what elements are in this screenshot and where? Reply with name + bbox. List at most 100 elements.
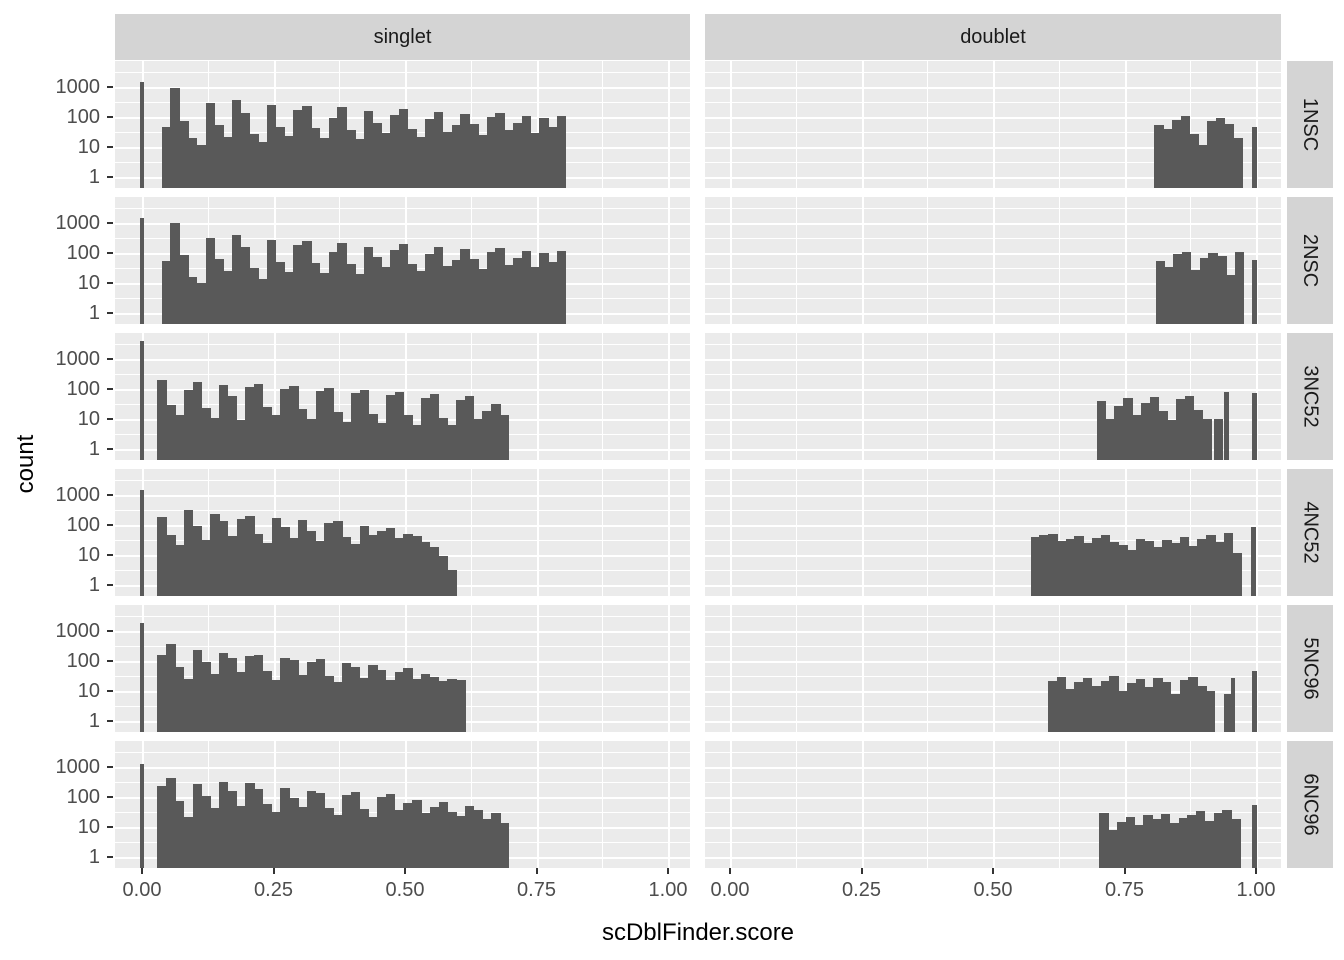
histogram-bar [451, 259, 461, 324]
histogram-bar [530, 132, 540, 188]
gridline-major-v [1124, 333, 1127, 460]
histogram-bar [157, 786, 167, 868]
y-tick-mark [107, 630, 113, 633]
histogram-bar [1213, 812, 1224, 868]
histogram-bar [210, 514, 220, 596]
gridline-minor-v [795, 741, 797, 868]
histogram-bar [254, 384, 264, 460]
histogram-bar [311, 128, 321, 188]
gridline-minor-h [115, 782, 690, 784]
gridline-minor-v [602, 197, 604, 324]
histogram-bar [1252, 804, 1257, 868]
histogram-bar [201, 407, 211, 460]
histogram-bar [1224, 123, 1234, 188]
gridline-major-v [405, 469, 407, 596]
histogram-bar [390, 115, 400, 188]
histogram-bar [1143, 815, 1153, 868]
histogram-bar [1108, 829, 1118, 868]
gridline-minor-v [1058, 469, 1060, 596]
gridline-minor-v [927, 605, 929, 732]
panel-3NC52-singlet [115, 333, 690, 460]
histogram-bar [139, 81, 145, 188]
y-tick-label: 10 [77, 271, 100, 294]
gridline-major-v [861, 741, 864, 868]
histogram-bar [460, 249, 470, 324]
histogram-bar [188, 137, 198, 188]
histogram-bar [166, 404, 176, 460]
gridline-major-v [668, 469, 670, 596]
histogram-bar [218, 782, 229, 868]
gridline-major-h [115, 767, 690, 770]
panel-6NC96-singlet [115, 741, 690, 868]
gridline-major-v [861, 469, 864, 596]
histogram-bar [183, 509, 194, 596]
x-axis-title: scDblFinder.score [601, 919, 795, 946]
y-tick-mark [107, 583, 113, 586]
histogram-bar [183, 389, 194, 460]
histogram-bar [1100, 680, 1110, 732]
histogram-bar [201, 796, 211, 868]
x-tick-label: 1.00 [1236, 879, 1276, 901]
row-strip-label: 2NSC [1299, 233, 1322, 288]
gridline-major-v [1256, 61, 1258, 188]
histogram-bar [245, 783, 255, 868]
histogram-bar [394, 672, 405, 732]
histogram-bar [429, 546, 440, 596]
histogram-bar [1179, 536, 1190, 596]
histogram-bar [1135, 679, 1146, 732]
gridline-minor-v [795, 469, 797, 596]
histogram-bar [315, 659, 325, 732]
histogram-bar [227, 791, 238, 868]
histogram-bar [166, 644, 176, 732]
histogram-bar [196, 282, 207, 324]
histogram-bar [1196, 810, 1206, 868]
gridline-minor-v [795, 333, 797, 460]
histogram-bar [210, 673, 220, 732]
histogram-bar [302, 241, 312, 324]
gridline-major-h [115, 495, 690, 498]
histogram-bar [1153, 677, 1163, 732]
histogram-bar [1197, 538, 1207, 596]
y-tick-label: 100 [66, 106, 100, 129]
histogram-bar [175, 544, 185, 596]
histogram-bar [218, 385, 229, 460]
gridline-minor-h [115, 238, 690, 240]
histogram-bar [245, 515, 255, 596]
histogram-bar [166, 778, 176, 868]
gridline-major-h [115, 631, 690, 634]
histogram-bar [1222, 809, 1232, 868]
y-tick-mark [107, 145, 113, 148]
gridline-minor-v [602, 469, 604, 596]
histogram-bar [289, 797, 299, 868]
histogram-bar [183, 816, 194, 868]
histogram-bar [196, 144, 207, 188]
row-strip-label: 6NC96 [1299, 773, 1322, 836]
histogram-bar [394, 537, 405, 596]
histogram-bar [403, 415, 413, 460]
histogram-bar [464, 396, 475, 460]
histogram-bar [363, 246, 374, 324]
gridline-major-v [273, 605, 276, 732]
histogram-bar [1234, 251, 1245, 324]
y-tick-mark [107, 252, 113, 255]
histogram-bar [1184, 395, 1195, 460]
histogram-bar [421, 541, 431, 596]
column-strip-label: singlet [373, 25, 432, 48]
histogram-bar [1167, 420, 1177, 460]
histogram-bar [504, 264, 514, 324]
histogram-bar [433, 111, 444, 188]
gridline-minor-v [207, 469, 209, 596]
histogram-bar [302, 106, 312, 188]
histogram-bar [442, 266, 453, 324]
gridline-minor-v [795, 61, 797, 188]
histogram-bar [482, 818, 492, 868]
histogram-bar [1197, 685, 1207, 732]
gridline-major-v [861, 605, 864, 732]
histogram-bar [1198, 144, 1208, 188]
histogram-bar [469, 259, 479, 324]
histogram-bar [166, 534, 176, 596]
x-tick-mark [1255, 868, 1257, 874]
histogram-bar [1074, 536, 1084, 596]
histogram-bar [1074, 681, 1084, 732]
x-tick-mark [667, 868, 669, 874]
